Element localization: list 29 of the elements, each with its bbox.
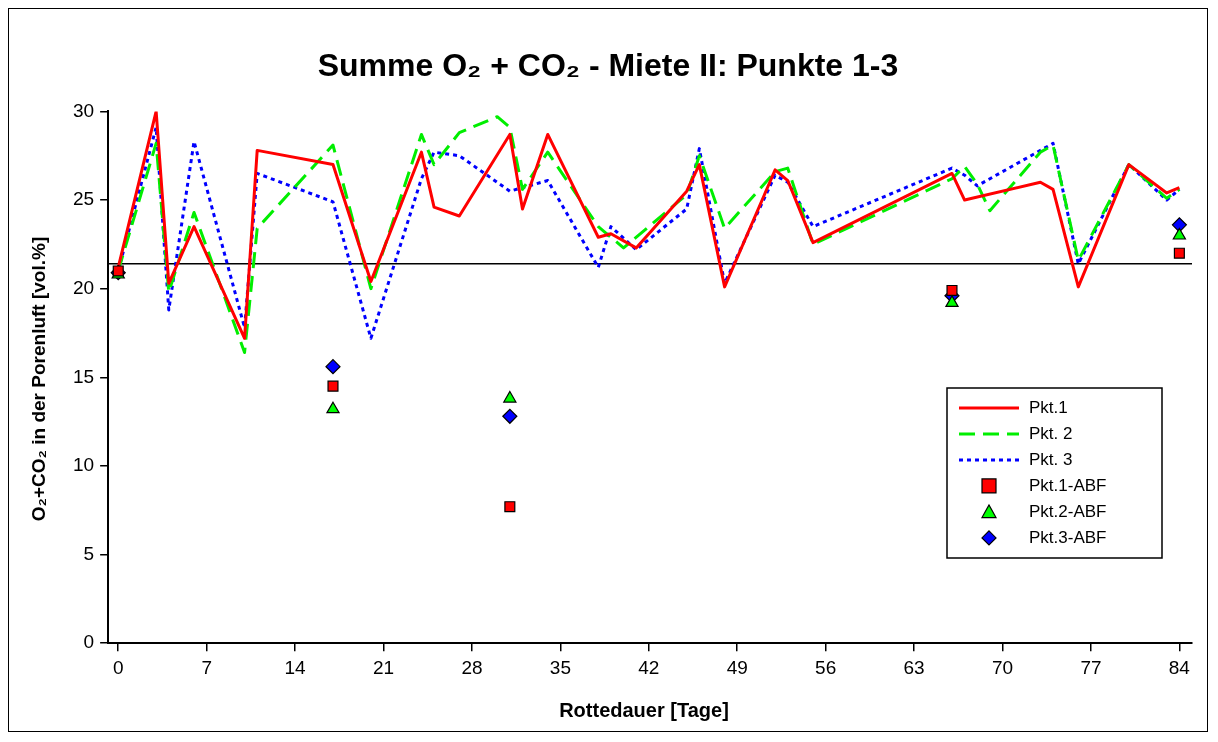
x-tick-label: 7 — [201, 656, 212, 678]
x-tick-label: 56 — [815, 656, 837, 678]
legend-label: Pkt.2-ABF — [1029, 501, 1107, 521]
legend-label: Pkt.1-ABF — [1029, 475, 1107, 495]
legend-label: Pkt.1 — [1029, 397, 1068, 417]
x-tick-label: 63 — [903, 656, 925, 678]
x-tick-label: 28 — [461, 656, 483, 678]
x-tick-label: 84 — [1168, 656, 1191, 678]
y-tick-label: 10 — [72, 454, 95, 476]
x-tick-label: 49 — [726, 656, 748, 678]
x-axis-title: Rottedauer [Tage] — [558, 699, 730, 722]
x-tick-label: 42 — [638, 656, 660, 678]
y-tick-label: 25 — [72, 188, 95, 210]
legend-label: Pkt. 3 — [1029, 449, 1073, 469]
x-tick-label: 0 — [112, 656, 124, 678]
y-axis-title: O₂+CO₂ in der Porenluft [vol.%] — [28, 236, 50, 522]
y-tick-label: 20 — [72, 276, 95, 298]
y-tick-label: 5 — [83, 542, 95, 564]
x-tick-label: 70 — [991, 656, 1014, 678]
x-tick-label: 14 — [284, 656, 307, 678]
x-tick-label: 21 — [372, 656, 395, 678]
legend-label: Pkt. 2 — [1029, 423, 1073, 443]
legend-label: Pkt.3-ABF — [1029, 527, 1107, 547]
y-tick-label: 0 — [83, 631, 95, 653]
x-tick-label: 77 — [1080, 656, 1102, 678]
y-tick-label: 15 — [72, 365, 95, 387]
chart-title: Summe O₂ + CO₂ - Miete II: Punkte 1-3 — [316, 47, 900, 84]
x-tick-label: 35 — [549, 656, 571, 678]
y-tick-label: 30 — [72, 99, 95, 121]
